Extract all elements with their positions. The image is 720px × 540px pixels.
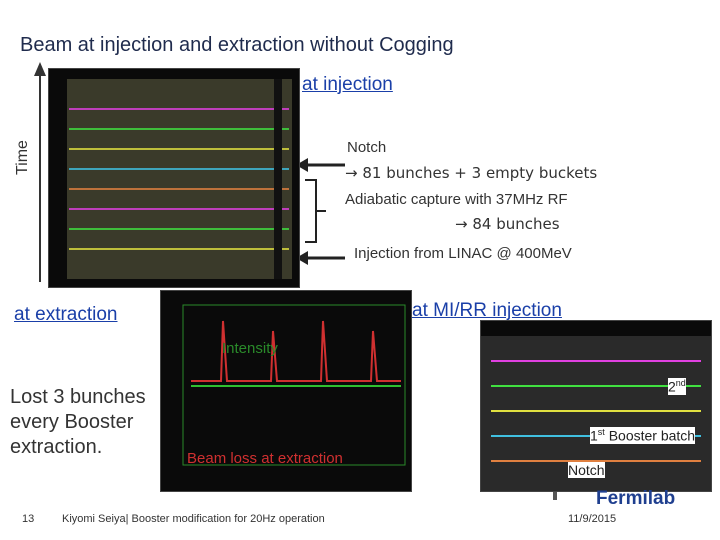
beam-loss-label: Beam loss at extraction: [187, 450, 343, 467]
slide-title: Beam at injection and extraction without…: [20, 34, 454, 56]
time-label: Time: [14, 140, 31, 175]
mi-rr-heading: at MI/RR injection: [412, 300, 562, 321]
footer-date: 11/9/2015: [568, 513, 617, 525]
note: Notch: [347, 139, 387, 156]
text: Booster batch: [608, 427, 696, 444]
suffix: st: [597, 427, 605, 437]
extraction-heading: at extraction: [14, 304, 118, 325]
notch-label: Notch: [568, 462, 605, 478]
note: Injection from LINAC @ 400MeV: [354, 245, 572, 262]
injection-heading: at injection: [302, 74, 393, 95]
extraction-description: Lost 3 bunches every Booster extraction.: [10, 386, 146, 458]
note: → 81 bunches + 3 empty buckets: [345, 164, 598, 182]
number: 1: [590, 427, 598, 444]
intensity-label: Intensity: [222, 340, 278, 357]
mi-rr-scope-image: [480, 320, 712, 492]
logo: Fermilab: [596, 488, 676, 509]
extraction-scope-image: [160, 290, 412, 492]
note: Adiabatic capture with 37MHz RF: [345, 191, 568, 208]
number: 2: [668, 378, 676, 395]
second-batch-label: 2nd: [668, 378, 686, 395]
first-batch-label: 1st Booster batch: [590, 427, 696, 444]
note: → 84 bunches: [455, 215, 560, 233]
footer-text: Kiyomi Seiya| Booster modification for 2…: [62, 513, 325, 525]
suffix: nd: [675, 378, 686, 388]
injection-scope-image: [48, 68, 300, 288]
page-number: 13: [22, 513, 35, 525]
